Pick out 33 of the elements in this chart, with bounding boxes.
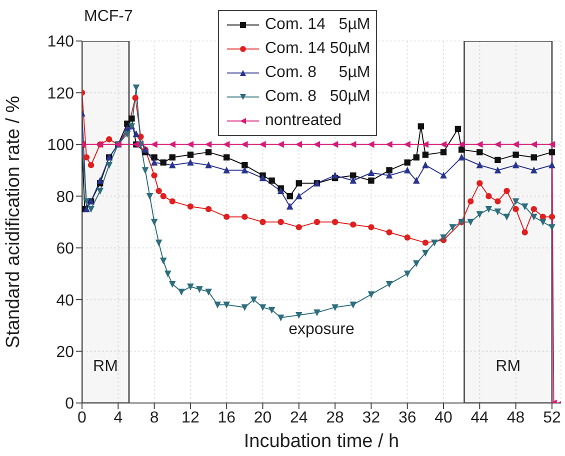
x-tick-label: 36: [398, 409, 416, 426]
x-tick-label: 4: [114, 409, 123, 426]
x-tick-label: 8: [150, 409, 159, 426]
y-tick-label: 140: [47, 34, 74, 51]
x-tick-label: 32: [362, 409, 380, 426]
legend-label: Com. 14 5µM: [265, 15, 370, 35]
x-tick-label: 52: [543, 409, 561, 426]
legend-label: Com. 14 50µM: [265, 39, 370, 59]
annotation: exposure: [288, 321, 356, 339]
y-tick-label: 120: [47, 85, 74, 102]
band-label: RM: [496, 358, 521, 375]
x-tick-label: 48: [506, 409, 525, 426]
x-axis-title: Incubation time / h: [242, 430, 400, 454]
x-tick-label: 20: [254, 409, 272, 426]
chart-title: MCF-7: [84, 8, 133, 26]
x-tick-label: 28: [326, 409, 344, 426]
legend-label: nontreated: [265, 111, 342, 131]
legend-label: Com. 8 50µM: [265, 87, 370, 107]
band-label: RM: [93, 358, 118, 375]
legend-label: Com. 8 5µM: [265, 63, 370, 83]
y-tick-label: 20: [56, 344, 74, 361]
y-tick-label: 100: [47, 137, 74, 154]
x-tick-label: 0: [78, 409, 87, 426]
y-tick-label: 80: [56, 188, 74, 206]
x-tick-label: 12: [182, 409, 200, 426]
x-tick-label: 16: [218, 409, 236, 426]
y-tick-label: 40: [56, 292, 74, 310]
x-tick-label: 40: [434, 409, 453, 426]
y-tick-label: 0: [65, 396, 74, 413]
x-tick-label: 24: [290, 409, 308, 426]
y-tick-label: 60: [56, 240, 74, 258]
y-axis-title: Standard acidification rate / %: [2, 94, 25, 350]
x-tick-label: 44: [470, 409, 489, 426]
